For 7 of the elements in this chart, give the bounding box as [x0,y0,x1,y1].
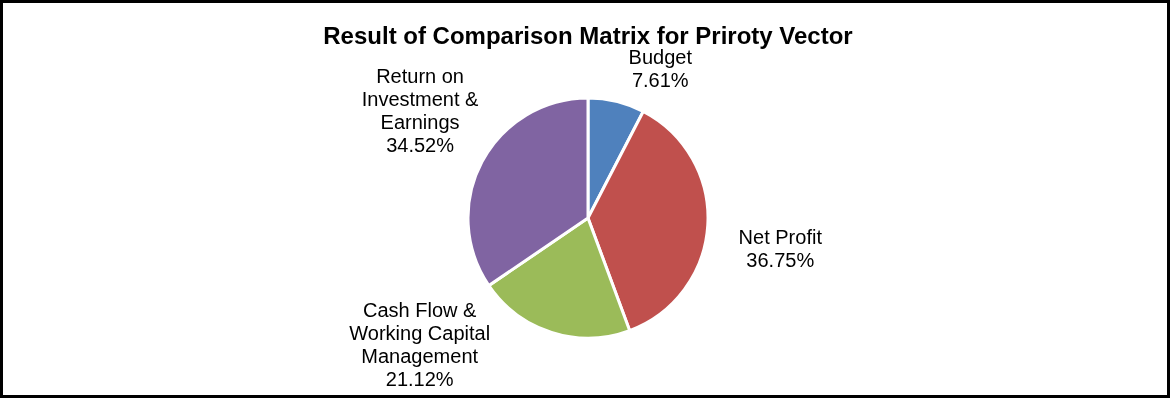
data-label: 36.75% [746,249,815,272]
data-label: 21.12% [385,368,454,390]
data-label: 7.61% [631,68,689,91]
data-label: 34.52% [386,134,455,157]
slice-label: Return on Investment & Earnings [361,65,480,134]
slice-label: Cash Flow & Working Capital Management [349,299,491,367]
slice-label: Net Profit [738,226,823,249]
